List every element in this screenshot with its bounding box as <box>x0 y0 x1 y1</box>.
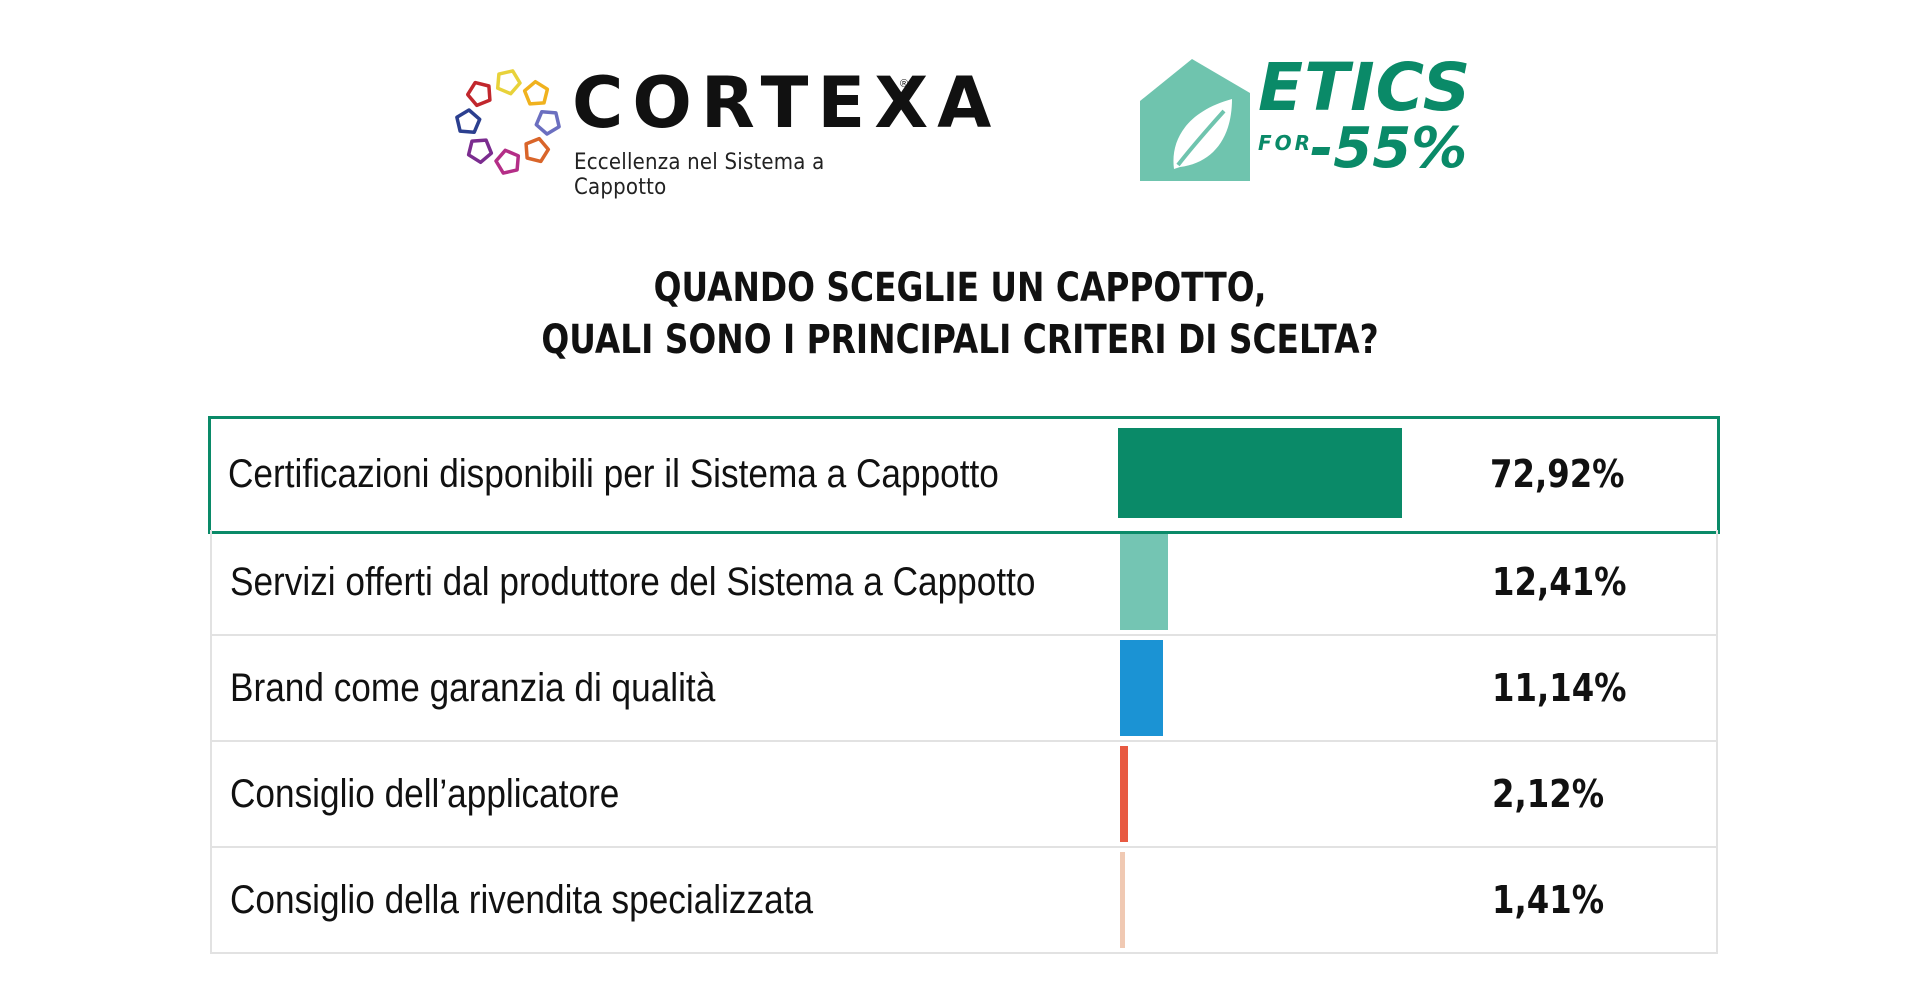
value-label: 1,41% <box>1492 878 1605 922</box>
ring-pentagon <box>534 109 561 136</box>
category-label: Certificazioni disponibili per il Sistem… <box>228 451 999 496</box>
etics-for-label: FOR <box>1258 131 1314 155</box>
chart-title-line-1: QUANDO SCEGLIE UN CAPPOTTO, <box>653 265 1267 311</box>
ring-pentagon <box>466 138 494 165</box>
chart-row: Consiglio dell’applicatore 2,12% <box>210 742 1718 848</box>
cortexa-logo: CORTEXA ® Eccellenza nel Sistema a Cappo… <box>452 60 991 200</box>
chart-title-line-2: QUALI SONO I PRINCIPALI CRITERI DI SCELT… <box>541 317 1379 363</box>
value-label: 72,92% <box>1490 452 1625 496</box>
cortexa-tagline: Eccellenza nel Sistema a Cappotto <box>574 150 825 200</box>
bar <box>1120 852 1126 948</box>
registered-mark: ® <box>900 78 909 90</box>
ring-pentagon <box>465 80 492 108</box>
bar <box>1118 428 1403 518</box>
ring-pentagon <box>495 69 522 96</box>
house-leaf-icon <box>1140 59 1250 181</box>
chart-row: Servizi offerti dal produttore del Siste… <box>210 530 1718 636</box>
cortexa-wordmark: CORTEXA <box>572 62 1001 144</box>
value-label: 2,12% <box>1492 772 1605 816</box>
ring-pentagon <box>524 136 551 164</box>
category-label: Brand come garanzia di qualità <box>230 665 716 710</box>
cortexa-ring-icon <box>455 69 561 175</box>
ring-pentagon <box>522 79 550 106</box>
value-label: 11,14% <box>1492 666 1627 710</box>
bar <box>1120 640 1164 736</box>
chart-row: Brand come garanzia di qualità 11,14% <box>210 636 1718 742</box>
bar <box>1120 746 1129 842</box>
ring-pentagon <box>494 148 521 175</box>
chart-row: Certificazioni disponibili per il Sistem… <box>208 416 1720 534</box>
etics-wordmark: ETICS <box>1258 49 1472 126</box>
category-label: Consiglio dell’applicatore <box>230 771 620 816</box>
bar <box>1120 534 1169 630</box>
chart-row: Consiglio della rivendita specializzata 1… <box>210 848 1718 954</box>
etics-number: -55% <box>1310 116 1468 181</box>
value-label: 12,41% <box>1492 560 1627 604</box>
category-label: Servizi offerti dal produttore del Siste… <box>230 559 1036 604</box>
category-label: Consiglio della rivendita specializzata <box>230 877 814 922</box>
etics-logo: ETICS FOR -55% <box>1140 55 1470 185</box>
ring-pentagon <box>455 108 482 135</box>
chart-title: QUANDO SCEGLIE UN CAPPOTTO, QUALI SONO I… <box>173 262 1747 366</box>
